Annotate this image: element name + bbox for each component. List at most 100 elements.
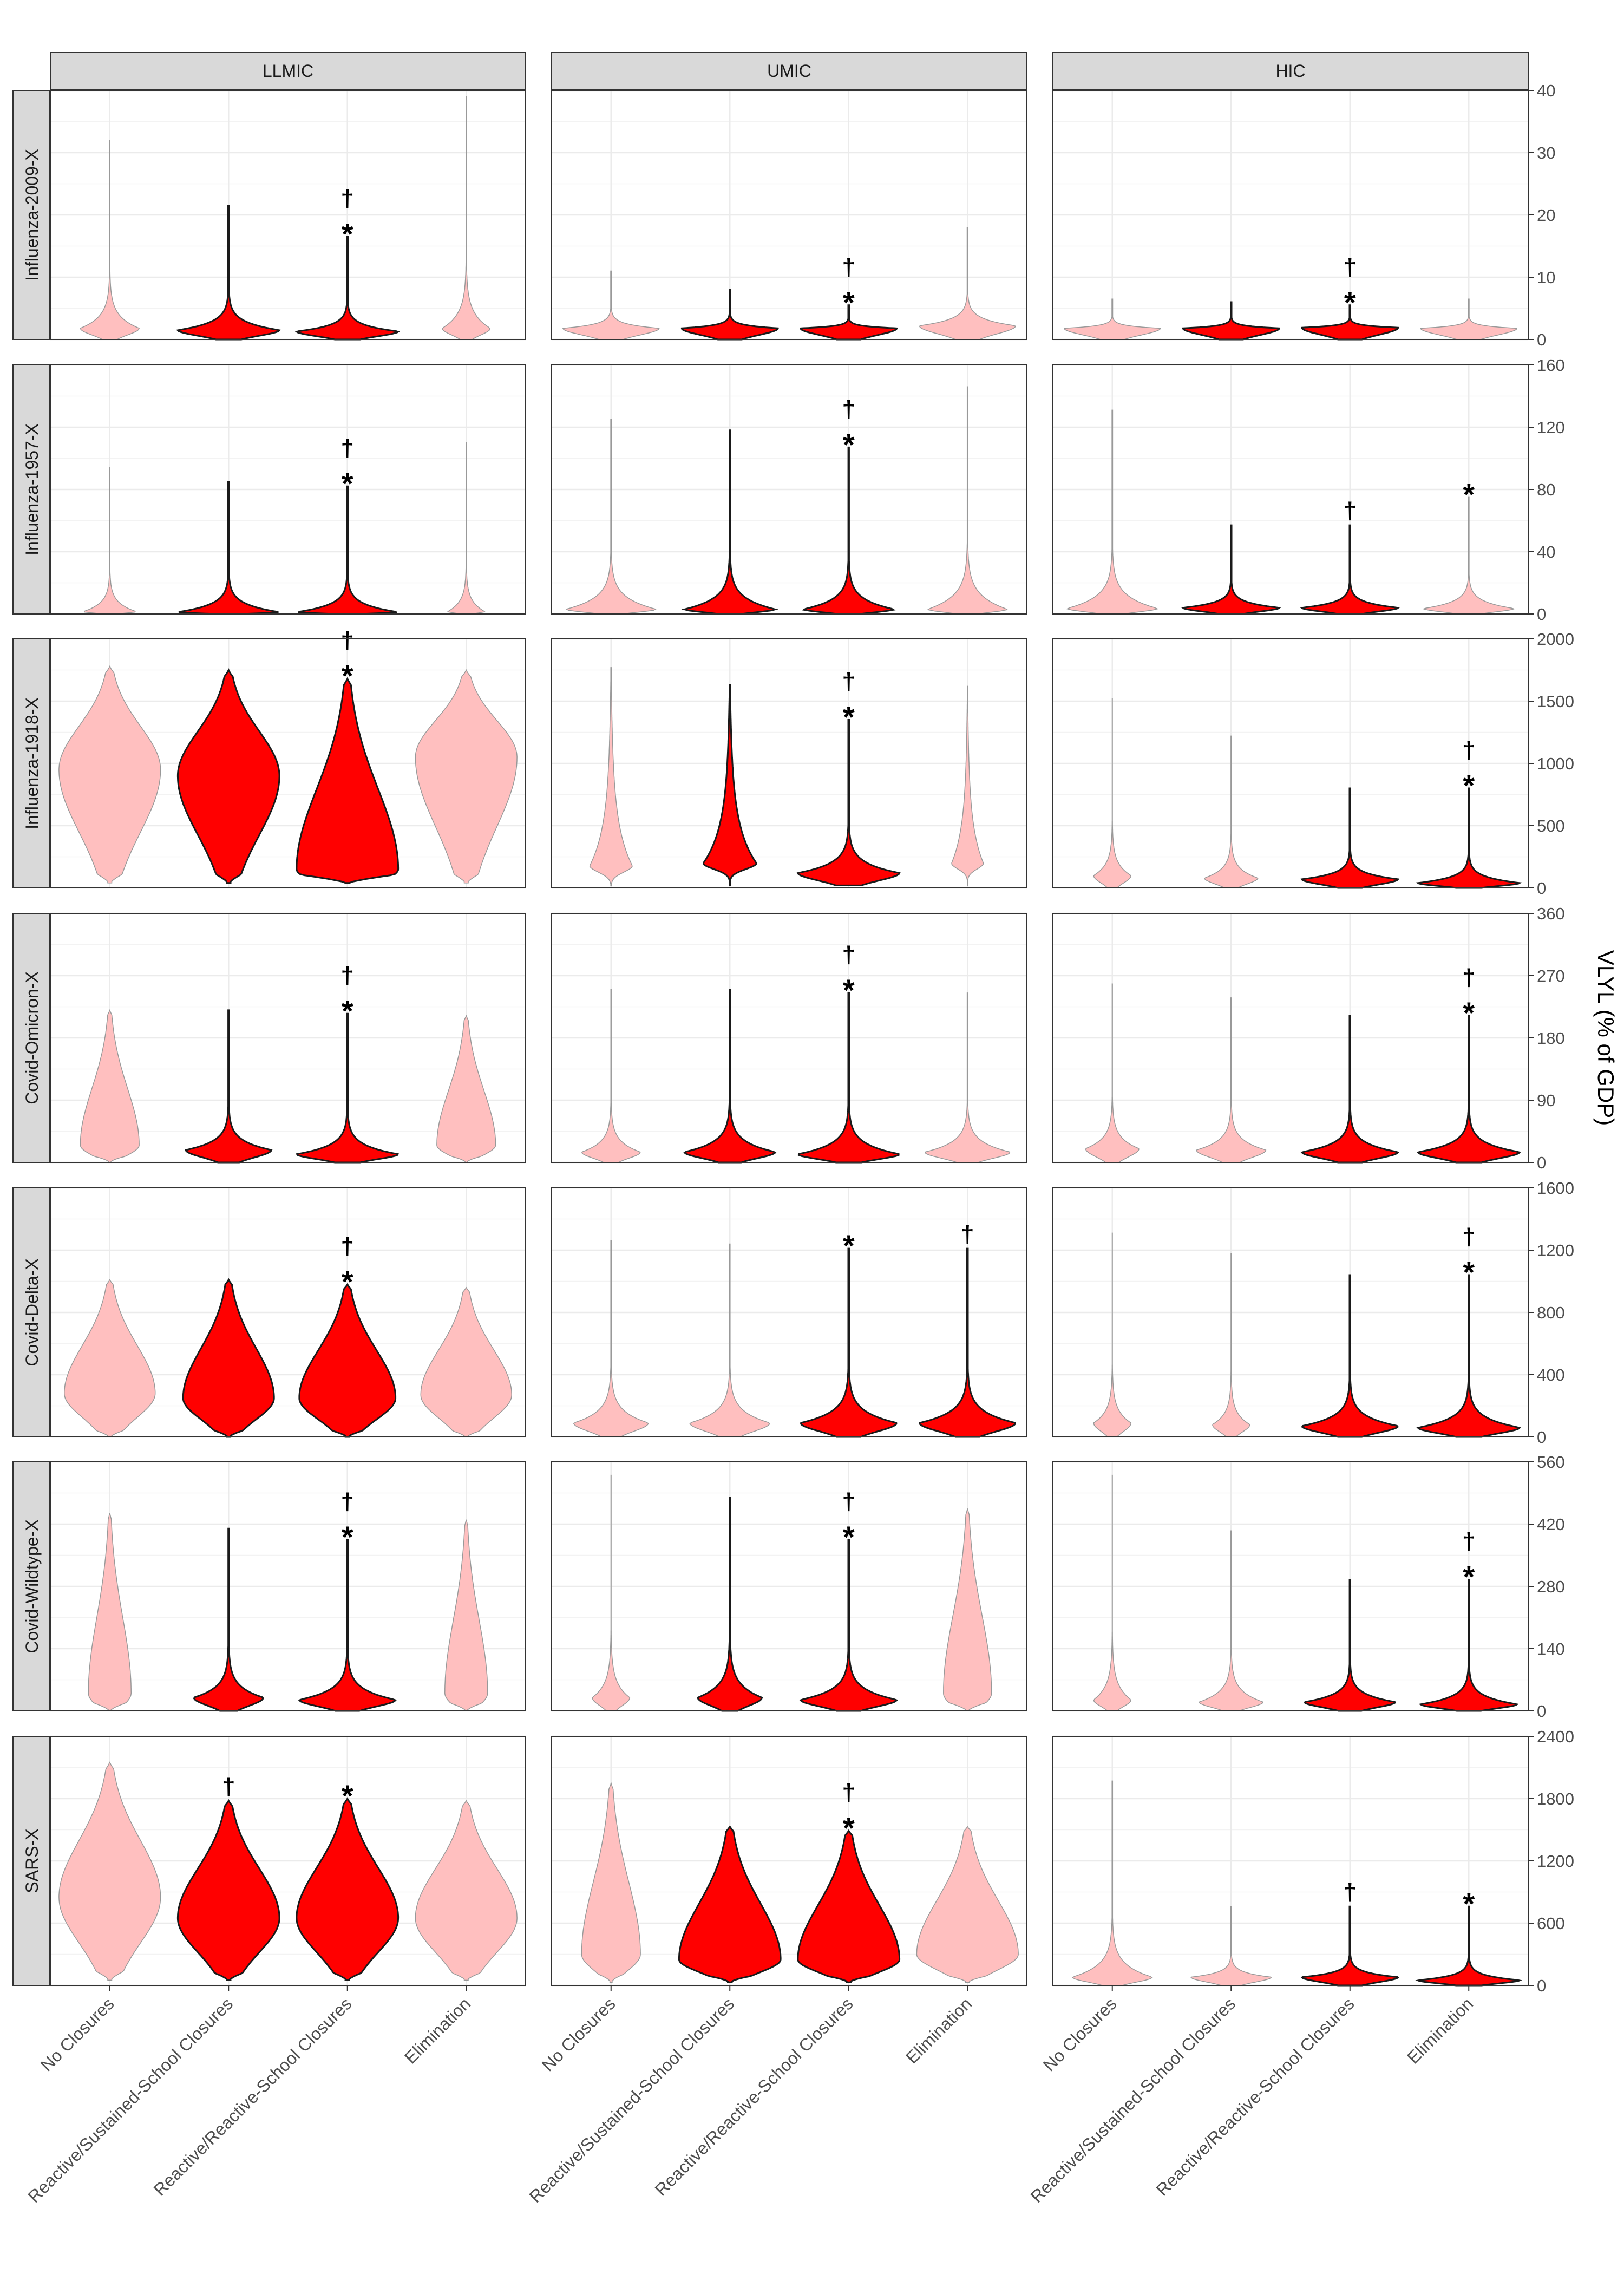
violin: [193, 1527, 264, 1712]
marker-dagger: †: [1462, 1528, 1475, 1555]
marker-star: *: [342, 217, 353, 251]
row-strip: [12, 913, 50, 1163]
violin: [689, 1243, 771, 1437]
panel-border: [50, 1461, 526, 1711]
marker-dagger: †: [842, 942, 855, 968]
marker-star: *: [1463, 1886, 1475, 1920]
panel-border: [551, 638, 1027, 888]
violin: [1301, 304, 1399, 341]
violin: [680, 289, 779, 341]
violin: [444, 1519, 488, 1711]
marker-star: *: [342, 1264, 353, 1298]
marker-dagger: †: [1344, 498, 1357, 524]
violin: [80, 1009, 140, 1163]
row-strip: [12, 1187, 50, 1437]
violin: [415, 1800, 518, 1981]
violin: [1196, 997, 1267, 1163]
violin: [1182, 301, 1280, 341]
y-tick-label: 0: [1537, 1428, 1546, 1447]
violin: [1304, 1579, 1396, 1712]
violin: [801, 446, 896, 615]
violin: [925, 992, 1011, 1163]
column-strip-label: UMIC: [767, 61, 811, 81]
panel: *†: [50, 912, 526, 1164]
marker-dagger: †: [341, 1488, 354, 1515]
panel: *†: [50, 89, 526, 341]
y-tick-label: 1800: [1537, 1789, 1574, 1808]
y-tick-label: 1000: [1537, 754, 1574, 773]
marker-dagger: †: [842, 669, 855, 695]
x-tick-label: Reactive/Reactive-School Closures: [1152, 1994, 1358, 2199]
y-tick-label: 180: [1537, 1029, 1565, 1048]
y-tick-label: 270: [1537, 966, 1565, 985]
x-tick-label: Elimination: [401, 1994, 474, 2067]
y-tick-label: 20: [1537, 206, 1555, 225]
violin: [442, 96, 491, 340]
violin: [176, 205, 281, 341]
marker-star: *: [1463, 768, 1475, 802]
marker-dagger: †: [961, 1221, 974, 1247]
marker-star: *: [342, 466, 353, 500]
marker-dagger: †: [341, 185, 354, 212]
panel: *†: [551, 1461, 1027, 1712]
violin: [1416, 1015, 1521, 1164]
y-tick-label: 0: [1537, 605, 1546, 624]
y-tick-label: 30: [1537, 143, 1555, 162]
panel-border: [50, 364, 526, 615]
violin: [799, 1539, 899, 1712]
violin: [951, 685, 984, 886]
x-tick-label: Reactive/Sustained-School Closures: [525, 1994, 738, 2206]
panel: *†: [1052, 1187, 1529, 1438]
marker-dagger: †: [842, 1488, 855, 1515]
x-tick-label: Elimination: [902, 1994, 975, 2067]
violin: [800, 1247, 898, 1438]
x-tick-label: Reactive/Sustained-School Closures: [24, 1994, 237, 2206]
marker-dagger: †: [842, 396, 855, 422]
violin: [1093, 1232, 1132, 1437]
row-strip: [12, 90, 50, 340]
x-tick-label: Elimination: [1403, 1994, 1477, 2067]
violin: [1085, 983, 1140, 1163]
violin: [296, 1012, 399, 1164]
violin: [919, 227, 1017, 340]
y-tick-label: 2400: [1537, 1727, 1574, 1746]
y-tick-label: 0: [1537, 1702, 1546, 1721]
panel: † *: [50, 1735, 526, 1987]
y-tick-label: 360: [1537, 904, 1565, 923]
violin: [298, 1539, 397, 1712]
violin: [916, 1826, 1019, 1983]
violin: [1199, 1530, 1263, 1711]
panel: *†: [1052, 89, 1529, 341]
marker-star: *: [843, 1229, 855, 1263]
panel-border: [50, 1187, 526, 1437]
x-tick-label: No Closures: [538, 1994, 619, 2075]
panel: *†: [551, 638, 1027, 889]
panel-border: [50, 90, 526, 340]
panel: *†: [551, 1735, 1027, 1987]
row-strip-label: Influenza-1918-X: [22, 697, 42, 829]
x-tick-label: Reactive/Sustained-School Closures: [1026, 1994, 1239, 2206]
marker-star: *: [1463, 996, 1475, 1030]
y-tick-label: 1200: [1537, 1241, 1574, 1260]
violin: [1300, 1905, 1399, 1987]
y-tick-label: 420: [1537, 1515, 1565, 1534]
marker-dagger: †: [222, 1773, 235, 1800]
marker-dagger: †: [1462, 737, 1475, 763]
panel: *†: [1052, 638, 1529, 889]
violin: [447, 442, 486, 615]
y-tick-label: 90: [1537, 1091, 1555, 1110]
violin: [581, 989, 641, 1163]
violin: [1416, 1274, 1522, 1438]
marker-star: *: [1463, 477, 1475, 511]
violin: [926, 386, 1009, 615]
panel-border: [50, 1736, 526, 1986]
violin: [703, 684, 757, 886]
marker-star: *: [1463, 1560, 1475, 1594]
violin: [88, 1513, 132, 1711]
panel: *†: [551, 364, 1027, 615]
marker-dagger: †: [341, 962, 354, 989]
y-axis-title: VLYL (% of GDP): [1593, 950, 1619, 1126]
panel-border: [50, 638, 526, 888]
y-tick-label: 0: [1537, 1976, 1546, 1995]
